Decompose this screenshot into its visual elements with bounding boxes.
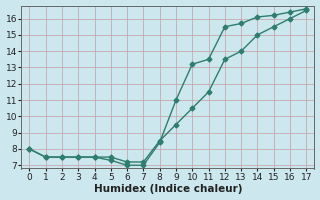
X-axis label: Humidex (Indice chaleur): Humidex (Indice chaleur) [93,184,242,194]
